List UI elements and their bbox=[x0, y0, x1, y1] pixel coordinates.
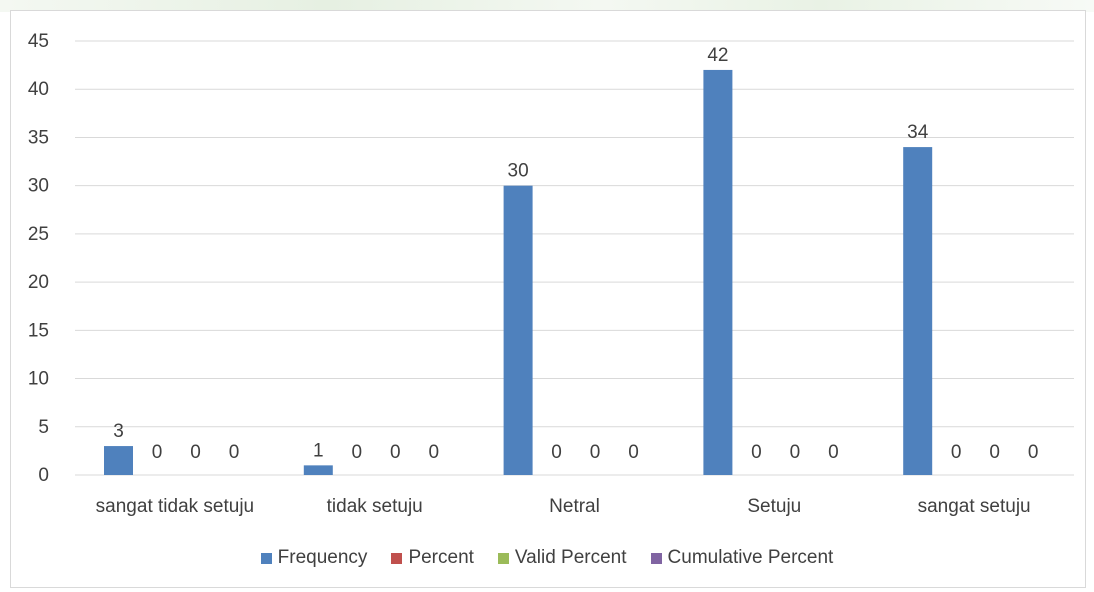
x-tick-label: sangat tidak setuju bbox=[96, 496, 254, 517]
y-tick-label: 20 bbox=[28, 272, 49, 293]
data-label: 0 bbox=[190, 442, 201, 463]
x-tick-label: tidak setuju bbox=[327, 496, 423, 517]
data-label: 1 bbox=[313, 440, 324, 461]
legend-swatch bbox=[391, 552, 403, 564]
legend-label: Frequency bbox=[277, 547, 368, 568]
data-label: 0 bbox=[551, 442, 562, 463]
data-label: 0 bbox=[828, 442, 839, 463]
data-label: 0 bbox=[229, 442, 240, 463]
bar-frequency bbox=[903, 147, 933, 476]
data-label: 0 bbox=[390, 442, 401, 463]
data-label: 30 bbox=[508, 161, 529, 182]
bar-frequency bbox=[703, 69, 733, 475]
x-tick-label: sangat setuju bbox=[918, 496, 1031, 517]
y-tick-label: 40 bbox=[28, 79, 49, 100]
bar-frequency bbox=[503, 185, 533, 475]
y-tick-label: 35 bbox=[28, 127, 49, 148]
y-tick-label: 15 bbox=[28, 320, 49, 341]
legend-item: Valid Percent bbox=[497, 547, 627, 569]
bars bbox=[104, 69, 933, 476]
data-label: 3 bbox=[113, 421, 124, 442]
data-label: 0 bbox=[1028, 442, 1039, 463]
watermark-band bbox=[0, 0, 1094, 12]
legend-item: Percent bbox=[391, 547, 474, 569]
bar-frequency bbox=[104, 446, 133, 475]
data-label: 0 bbox=[951, 442, 962, 463]
bar-frequency bbox=[303, 465, 333, 475]
data-label: 0 bbox=[751, 442, 762, 463]
legend-label: Cumulative Percent bbox=[667, 547, 834, 568]
data-label: 0 bbox=[590, 442, 601, 463]
data-label: 0 bbox=[628, 442, 639, 463]
x-axis-ticks: sangat tidak setuju tidak setuju Netral Set… bbox=[96, 496, 1031, 517]
data-label: 0 bbox=[352, 442, 363, 463]
legend-label: Valid Percent bbox=[514, 547, 627, 568]
data-label: 0 bbox=[989, 442, 1000, 463]
y-tick-label: 45 bbox=[28, 31, 49, 52]
data-label: 0 bbox=[152, 442, 163, 463]
y-axis-ticks: 0 5 10 15 20 25 30 35 40 45 bbox=[28, 31, 49, 486]
x-tick-label: Setuju bbox=[747, 496, 801, 517]
legend-label: Percent bbox=[408, 547, 474, 568]
legend-item: Cumulative Percent bbox=[650, 547, 834, 569]
data-label: 42 bbox=[707, 45, 728, 66]
legend-swatch bbox=[497, 552, 509, 564]
data-label: 34 bbox=[907, 122, 929, 143]
legend: Frequency Percent Valid Percent Cumulative … bbox=[0, 547, 1094, 569]
y-tick-label: 0 bbox=[38, 465, 49, 486]
legend-swatch bbox=[260, 552, 272, 564]
y-tick-label: 25 bbox=[28, 224, 49, 245]
x-tick-label: Netral bbox=[549, 496, 600, 517]
y-tick-label: 10 bbox=[28, 369, 49, 390]
data-label: 0 bbox=[429, 442, 440, 463]
legend-item: Frequency bbox=[260, 547, 368, 569]
data-label: 0 bbox=[790, 442, 801, 463]
y-tick-label: 30 bbox=[28, 176, 49, 197]
legend-swatch bbox=[650, 552, 662, 564]
y-tick-label: 5 bbox=[38, 417, 49, 438]
